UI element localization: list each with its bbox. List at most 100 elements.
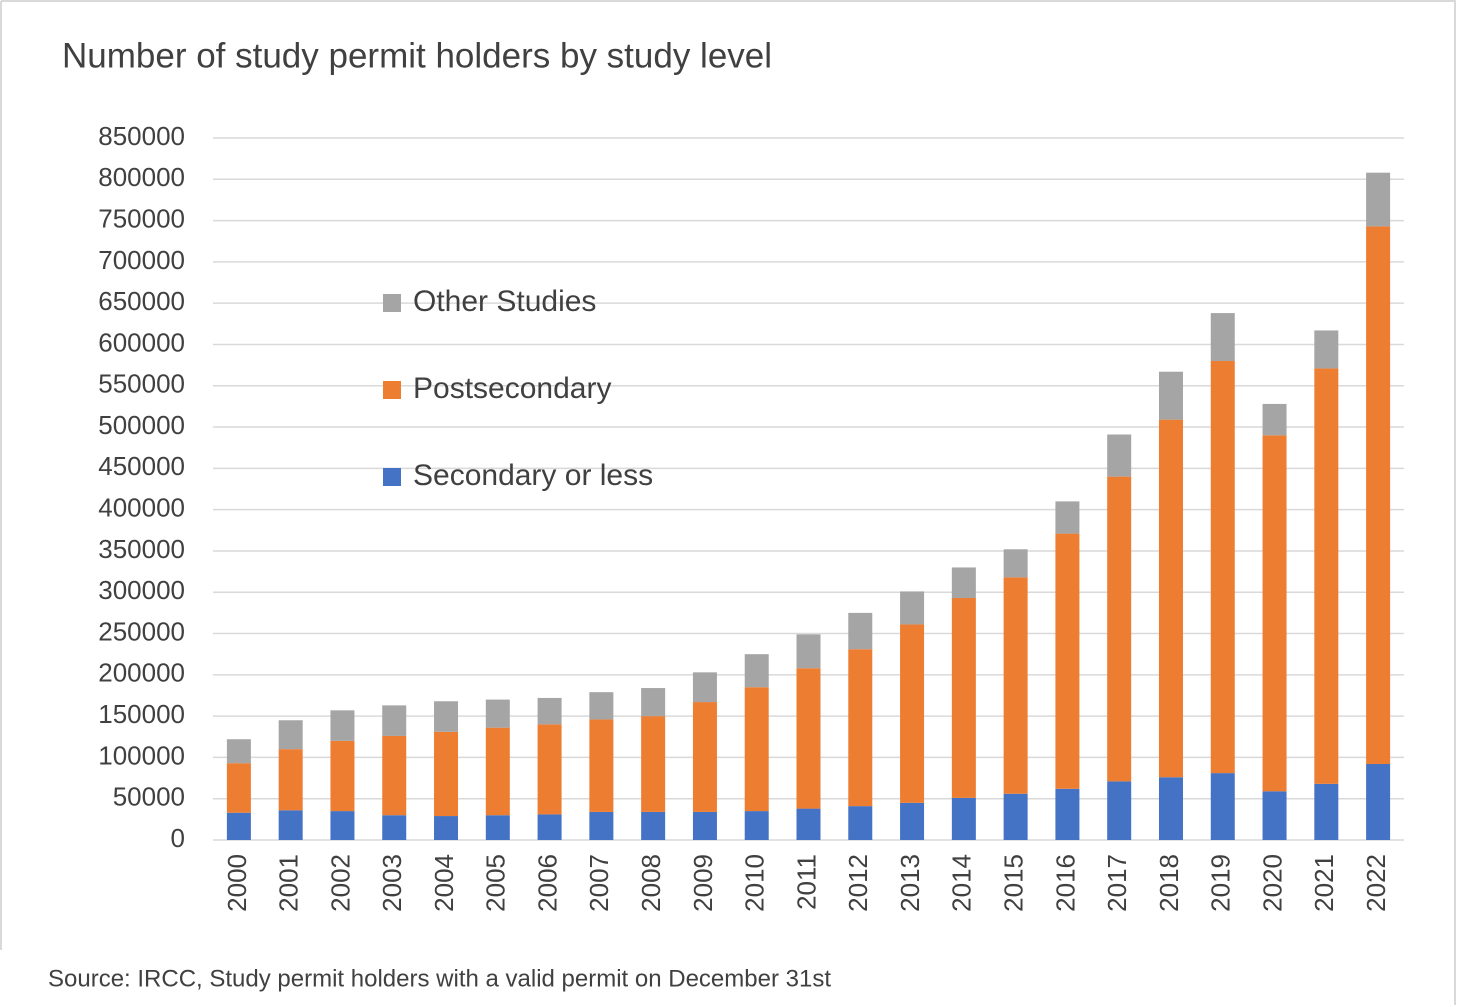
x-tick-label: 2004 <box>429 854 459 912</box>
y-tick-label: 500000 <box>98 410 185 440</box>
y-tick-label: 100000 <box>98 740 185 770</box>
bar-segment <box>278 720 303 750</box>
bar-segment <box>951 797 976 840</box>
y-tick-label: 150000 <box>98 699 185 729</box>
bar-segment <box>1262 403 1287 436</box>
bar-segment <box>382 735 407 816</box>
x-tick-label: 2003 <box>377 854 407 912</box>
bar-segment <box>796 634 821 669</box>
bar-segment <box>951 598 976 798</box>
chart-title: Number of study permit holders by study … <box>62 36 772 75</box>
bar-segment <box>900 624 925 803</box>
x-tick-label: 2018 <box>1154 854 1184 912</box>
bar-segment <box>434 816 459 840</box>
x-tick-label: 2008 <box>636 854 666 912</box>
bar-segment <box>692 672 717 703</box>
x-tick-label: 2009 <box>688 854 718 912</box>
y-tick-label: 600000 <box>98 327 185 357</box>
bar-segment <box>1158 419 1183 778</box>
bar-segment <box>1314 368 1339 784</box>
bar-segment <box>226 812 251 840</box>
legend-swatch <box>383 381 401 399</box>
bar-segment <box>900 591 925 625</box>
bar-segment <box>330 740 355 812</box>
bar-segment <box>537 814 562 840</box>
bar-segment <box>900 802 925 840</box>
bar-segment <box>1003 793 1028 840</box>
bar-segment <box>641 811 666 840</box>
bar-segment <box>1107 476 1132 782</box>
bar-segment <box>744 654 769 688</box>
bar-segment <box>589 811 614 840</box>
x-tick-label: 2007 <box>584 854 614 912</box>
legend-swatch <box>383 294 401 312</box>
x-tick-label: 2011 <box>791 854 821 910</box>
y-tick-label: 800000 <box>98 162 185 192</box>
bar-segment <box>1003 577 1028 794</box>
bar-segment <box>589 692 614 720</box>
bar-segment <box>485 815 510 840</box>
bar-segment <box>589 719 614 812</box>
bar-segment <box>434 731 459 817</box>
y-tick-label: 650000 <box>98 286 185 316</box>
bar-segment <box>1210 773 1235 840</box>
bar-segment <box>1366 764 1391 840</box>
x-tick-label: 2006 <box>532 854 562 912</box>
bar-segment <box>1262 791 1287 840</box>
bar-segment <box>848 649 873 807</box>
bar-segment <box>1107 434 1132 477</box>
bar-segment <box>848 806 873 840</box>
bar-segment <box>537 697 562 725</box>
bar-segment <box>1055 533 1080 789</box>
bar-segment <box>951 567 976 599</box>
bar-segment <box>1366 226 1391 765</box>
y-tick-label: 50000 <box>113 782 185 812</box>
bar-segment <box>796 668 821 809</box>
bar-segment <box>692 811 717 840</box>
x-tick-label: 2016 <box>1050 854 1080 912</box>
bar-segment <box>330 710 355 741</box>
x-tick-label: 2012 <box>843 854 873 912</box>
bar-segment <box>278 810 303 840</box>
bar-segment <box>485 727 510 816</box>
y-tick-label: 300000 <box>98 575 185 605</box>
y-tick-label: 850000 <box>98 121 185 151</box>
bar-segment <box>382 705 407 736</box>
bar-segment <box>692 702 717 812</box>
y-tick-label: 700000 <box>98 245 185 275</box>
legend-label: Other Studies <box>413 285 596 318</box>
bar-segment <box>278 749 303 811</box>
x-tick-label: 2014 <box>947 854 977 912</box>
bar-segment <box>641 688 666 717</box>
bar-segment <box>382 815 407 840</box>
y-tick-label: 200000 <box>98 658 185 688</box>
bar-segment <box>848 612 873 650</box>
bar-segment <box>1366 172 1391 227</box>
bar-segment <box>330 811 355 840</box>
bar-segment <box>434 701 459 732</box>
bar-segment <box>485 699 510 728</box>
bar-segment <box>1107 781 1132 840</box>
x-tick-label: 2019 <box>1206 854 1236 912</box>
x-tick-label: 2013 <box>895 854 925 912</box>
y-tick-label: 750000 <box>98 203 185 233</box>
y-tick-label: 550000 <box>98 369 185 399</box>
bar-segment <box>537 724 562 815</box>
x-tick-label: 2000 <box>222 854 252 912</box>
legend-label: Secondary or less <box>413 459 653 492</box>
x-tick-label: 2017 <box>1102 854 1132 912</box>
y-tick-label: 350000 <box>98 534 185 564</box>
bar-segment <box>1262 435 1287 792</box>
x-tick-label: 2010 <box>740 854 770 912</box>
legend-swatch <box>383 468 401 486</box>
source-note: Source: IRCC, Study permit holders with … <box>48 965 831 992</box>
x-tick-label: 2021 <box>1309 854 1339 912</box>
x-tick-label: 2001 <box>274 854 304 912</box>
y-tick-label: 450000 <box>98 451 185 481</box>
x-tick-label: 2002 <box>325 854 355 912</box>
bar-segment <box>1210 360 1235 774</box>
y-tick-label: 400000 <box>98 493 185 523</box>
